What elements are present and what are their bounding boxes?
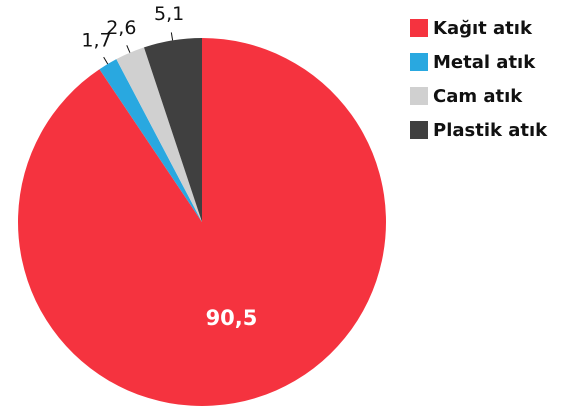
leader-line <box>170 32 174 41</box>
pie-slice <box>17 38 387 406</box>
leader-line <box>126 45 131 53</box>
legend-label: Plastik atık <box>433 120 548 141</box>
slice-label: 2,6 <box>106 17 136 39</box>
pie-slice <box>116 47 202 222</box>
leader-line <box>103 56 109 65</box>
slice-label: 1,7 <box>81 30 111 52</box>
legend-swatch <box>410 121 428 139</box>
legend-swatch <box>410 87 428 105</box>
legend-swatch <box>410 53 428 71</box>
legend-label: Kağıt atık <box>433 18 533 39</box>
slice-label: 5,1 <box>154 3 184 25</box>
pie-slice <box>99 59 202 223</box>
slice-label: 90,5 <box>206 306 258 330</box>
pie-slice <box>143 38 202 222</box>
legend-label: Cam atık <box>433 86 523 107</box>
legend-label: Metal atık <box>433 52 536 73</box>
legend-swatch <box>410 19 428 37</box>
